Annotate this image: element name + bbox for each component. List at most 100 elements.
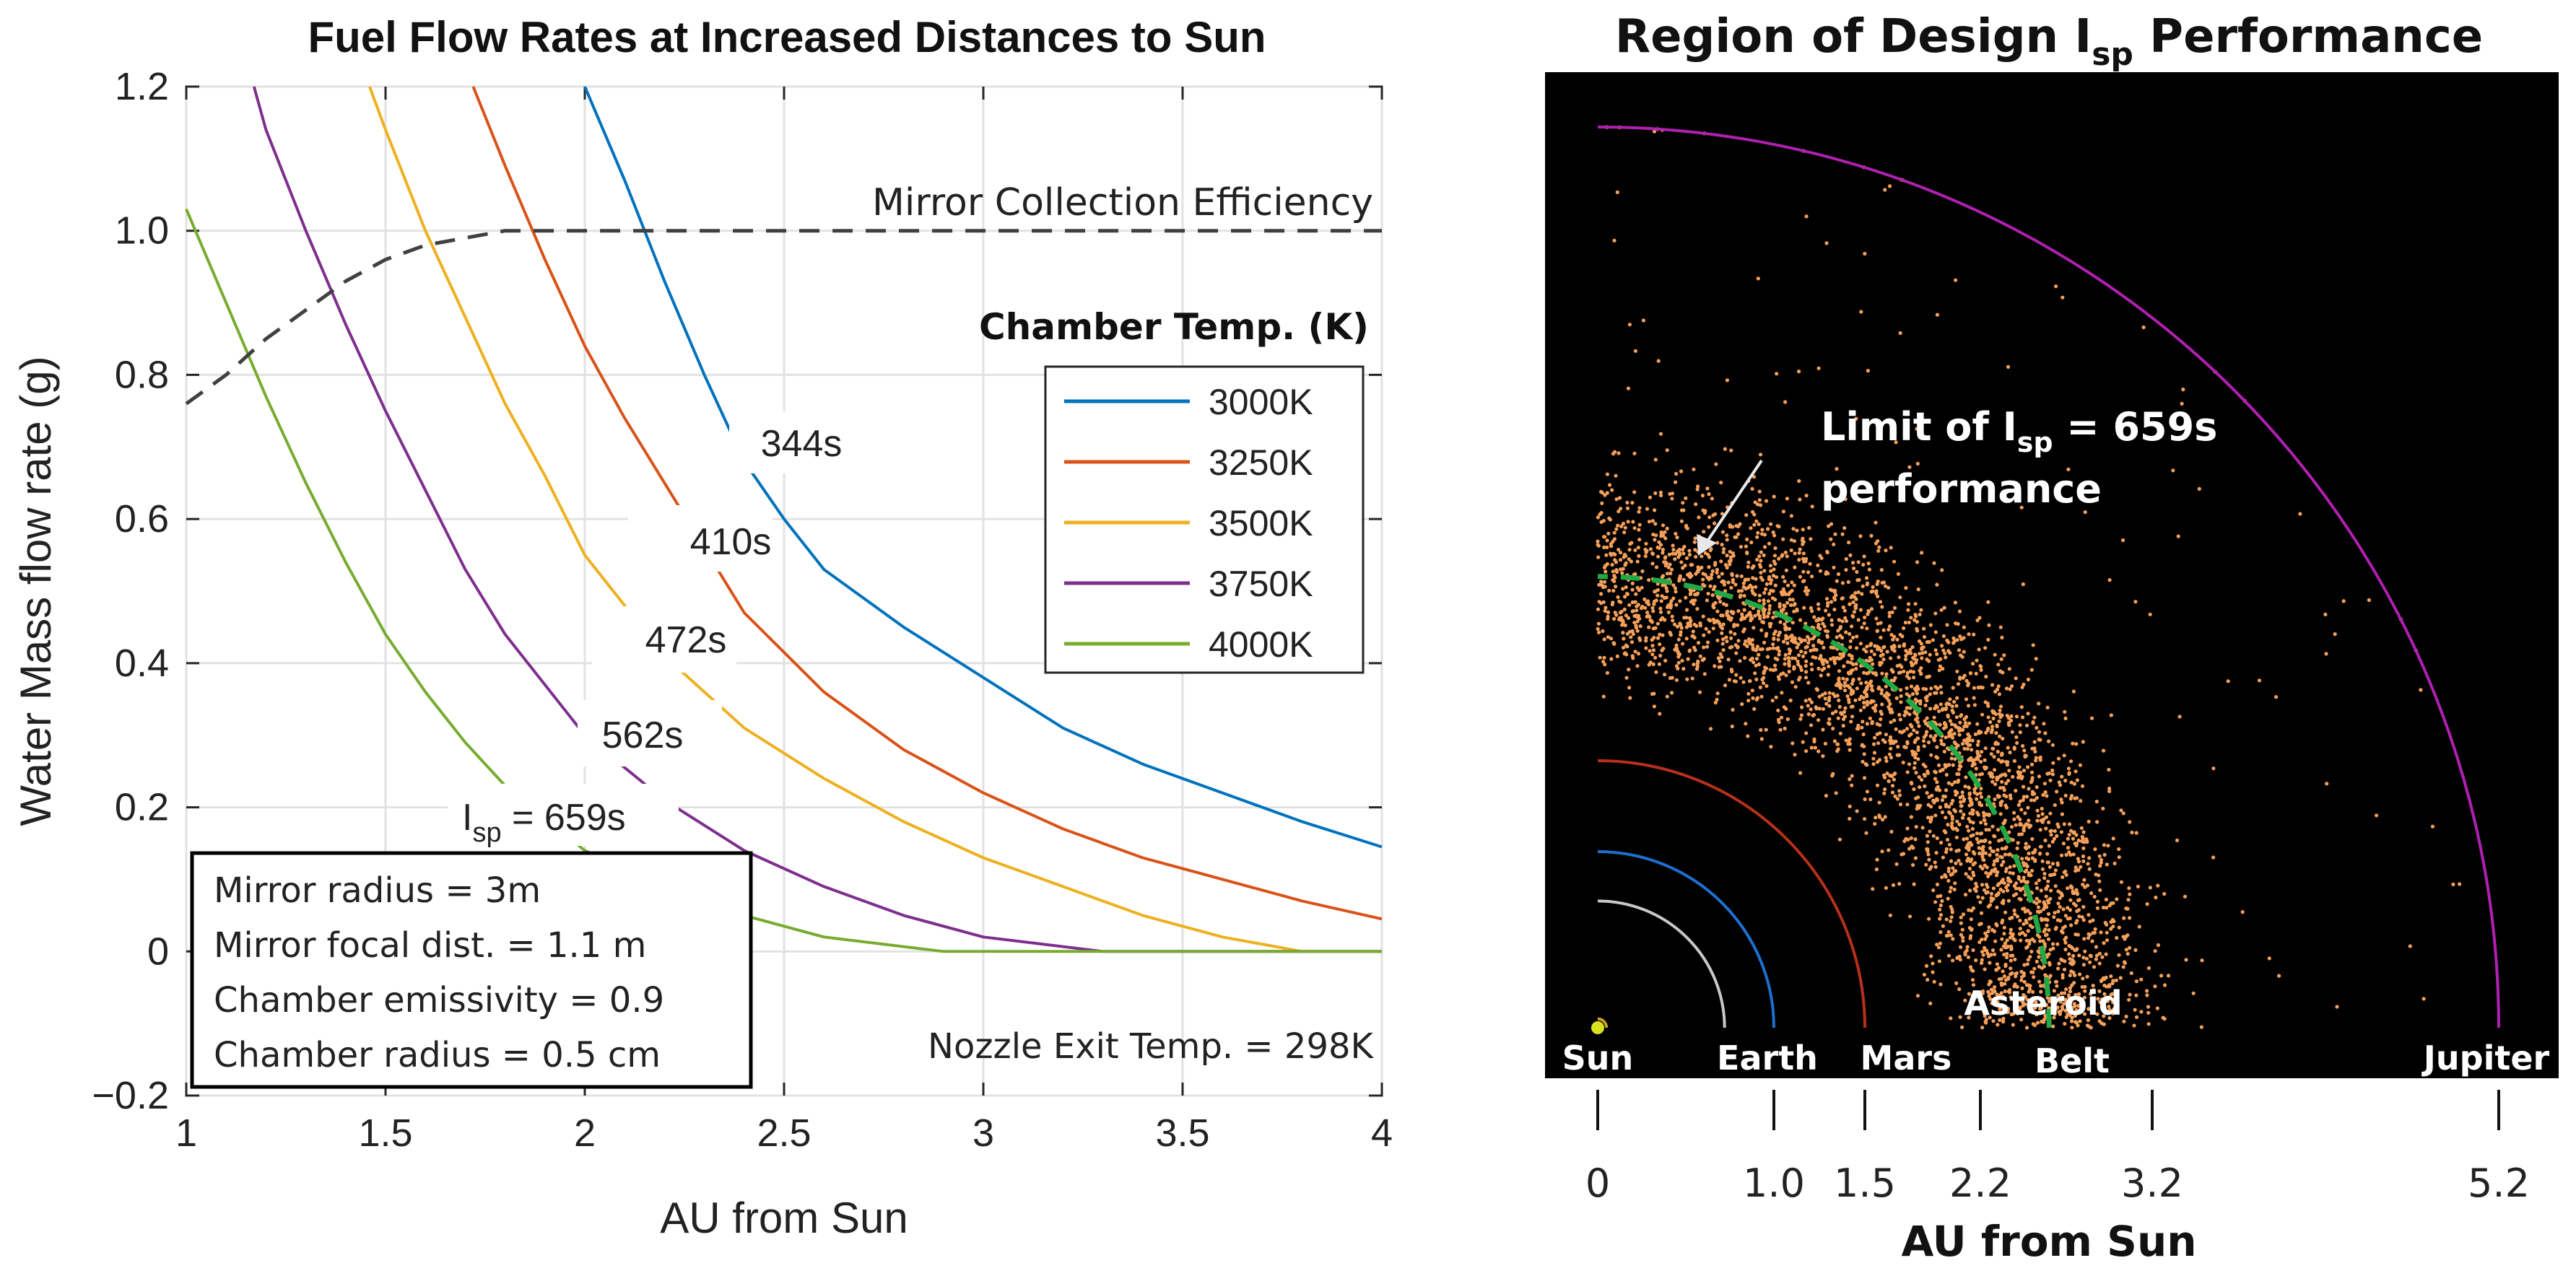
asteroid-point <box>1971 983 1976 987</box>
asteroid-point <box>2035 785 2039 790</box>
asteroid-point <box>1928 734 1933 738</box>
left-x-tick-label: 3 <box>972 1111 994 1155</box>
asteroid-point <box>1842 681 1848 685</box>
asteroid-point <box>1927 659 1931 663</box>
asteroid-point <box>1796 653 1801 657</box>
asteroid-point <box>2042 722 2046 726</box>
asteroid-point <box>1848 645 1853 650</box>
asteroid-point <box>1622 595 1627 599</box>
asteroid-point <box>1634 626 1638 630</box>
asteroid-point <box>2005 888 2010 893</box>
asteroid-point <box>1899 700 1903 704</box>
asteroid-point <box>2009 927 2013 932</box>
asteroid-point <box>2000 779 2004 784</box>
asteroid-point <box>1992 929 1997 934</box>
asteroid-point <box>1871 762 1876 766</box>
asteroid-point <box>1789 603 1793 608</box>
asteroid-point <box>1979 665 1983 669</box>
asteroid-point <box>1912 882 1916 886</box>
asteroid-point <box>1739 616 1744 621</box>
asteroid-point <box>1942 829 1946 833</box>
asteroid-point <box>2044 826 2048 831</box>
asteroid-point <box>1632 451 1637 455</box>
asteroid-point <box>1923 719 1927 723</box>
asteroid-point <box>1915 620 1919 624</box>
asteroid-point <box>1888 702 1892 707</box>
asteroid-point <box>1742 608 1746 612</box>
legend-label: 3000K <box>1209 382 1313 422</box>
asteroid-point <box>1988 872 1992 876</box>
param-focal-dist: Mirror focal dist. = 1.1 m <box>214 925 646 966</box>
asteroid-point <box>2000 855 2004 860</box>
asteroid-point <box>1637 538 1642 542</box>
asteroid-point <box>1668 491 1672 497</box>
asteroid-point <box>1918 612 1922 617</box>
asteroid-point <box>1928 1001 1933 1005</box>
legend-title: Chamber Temp. (K) <box>979 306 1369 348</box>
asteroid-point <box>1981 953 1985 957</box>
asteroid-point <box>2059 830 2063 834</box>
asteroid-point <box>1688 572 1692 576</box>
asteroid-point <box>1923 696 1928 700</box>
asteroid-point <box>1774 695 1778 699</box>
asteroid-point <box>1853 591 1858 595</box>
label-asteroid: Asteroid <box>1964 984 2122 1023</box>
asteroid-point <box>1797 558 1801 562</box>
orbits <box>1597 126 2500 1028</box>
asteroid-point <box>1767 603 1772 608</box>
asteroid-point <box>1862 701 1866 705</box>
asteroid-point <box>1994 731 1998 735</box>
asteroid-point <box>1802 579 1806 583</box>
right-x-tick-label: 3.2 <box>2121 1161 2183 1206</box>
asteroid-point <box>1613 575 1617 580</box>
asteroid-point <box>1901 852 1906 856</box>
asteroid-point <box>2086 936 2091 940</box>
asteroid-point <box>2037 979 2042 984</box>
asteroid-point <box>1854 662 1858 666</box>
asteroid-point <box>1958 720 1962 725</box>
asteroid-point <box>2031 850 2035 855</box>
asteroid-point <box>1964 775 1968 779</box>
asteroid-point <box>1612 537 1616 541</box>
space-background <box>1545 72 2559 1078</box>
asteroid-point <box>1745 644 1749 649</box>
asteroid-point <box>1796 642 1801 647</box>
asteroid-point <box>2019 978 2024 982</box>
asteroid-point <box>1878 731 1882 735</box>
asteroid-point <box>1618 558 1623 562</box>
asteroid-point <box>1933 630 1938 634</box>
asteroid-point <box>1944 850 1949 855</box>
asteroid-point <box>1862 670 1866 675</box>
asteroid-point <box>1875 644 1879 649</box>
asteroid-point <box>1643 554 1648 559</box>
asteroid-point <box>2061 295 2065 300</box>
asteroid-point <box>2367 598 2371 603</box>
asteroid-point <box>1921 739 1926 743</box>
asteroid-point <box>2176 534 2180 538</box>
limit-prefix: Limit of I <box>1821 404 2017 450</box>
asteroid-point <box>1799 650 1803 654</box>
asteroid-point <box>1902 713 1907 717</box>
asteroid-point <box>1679 633 1683 637</box>
asteroid-point <box>1856 618 1861 622</box>
asteroid-point <box>1670 497 1674 501</box>
legend-label: 3500K <box>1209 503 1313 543</box>
asteroid-point <box>2023 1002 2027 1006</box>
asteroid-point <box>1629 635 1633 639</box>
asteroid-point <box>1988 961 1992 965</box>
asteroid-point <box>2053 884 2058 888</box>
asteroid-point <box>1983 758 1987 762</box>
asteroid-point <box>1989 774 1993 778</box>
asteroid-point <box>1658 432 1663 436</box>
asteroid-point <box>1967 792 1972 797</box>
asteroid-point <box>1637 528 1641 532</box>
asteroid-point <box>2017 832 2022 836</box>
asteroid-point <box>2026 909 2030 913</box>
asteroid-point <box>2112 1007 2116 1011</box>
asteroid-point <box>1745 613 1749 619</box>
asteroid-point <box>1977 647 1981 652</box>
asteroid-point <box>1842 683 1847 689</box>
asteroid-point <box>1967 908 1971 912</box>
asteroid-point <box>2017 1007 2022 1011</box>
asteroid-point <box>1865 626 1869 631</box>
